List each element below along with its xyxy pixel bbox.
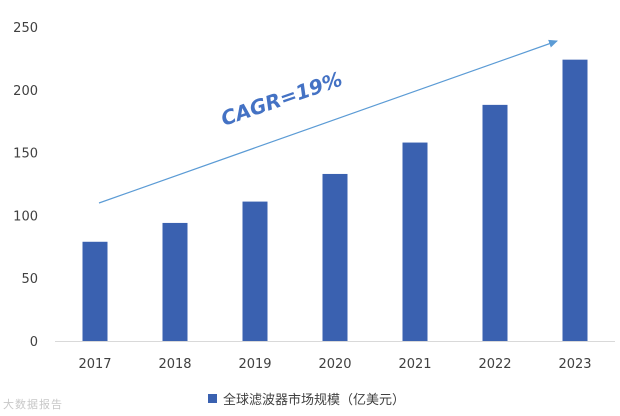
legend-label: 全球滤波器市场规模（亿美元） xyxy=(223,392,406,408)
y-tick-label: 150 xyxy=(13,147,38,162)
bar-2020 xyxy=(322,173,348,341)
legend-swatch xyxy=(208,393,217,403)
y-tick-label: 100 xyxy=(13,209,38,224)
x-tick-label: 2021 xyxy=(398,357,431,372)
bar-2018 xyxy=(162,222,188,341)
x-tick-label: 2020 xyxy=(318,357,351,372)
watermark-text: 大数据报告 xyxy=(3,398,63,411)
cagr-trend-arrow xyxy=(98,39,558,204)
bars xyxy=(82,59,588,341)
y-tick-label: 0 xyxy=(30,335,38,350)
cagr-annotation: CAGR=19% xyxy=(218,67,346,131)
bar-2019 xyxy=(242,201,268,341)
bar-2022 xyxy=(482,104,508,341)
bar-2021 xyxy=(402,142,428,341)
y-tick-label: 250 xyxy=(13,21,38,36)
y-tick-label: 50 xyxy=(21,272,38,287)
bar-2023 xyxy=(562,59,588,341)
legend: 全球滤波器市场规模（亿美元） xyxy=(208,388,405,408)
x-axis-ticks: 2017 2018 2019 2020 2021 2022 2023 xyxy=(78,357,591,372)
y-tick-label: 200 xyxy=(13,84,38,99)
x-tick-label: 2017 xyxy=(78,357,111,372)
y-axis-ticks: 0 50 100 150 200 250 xyxy=(13,21,38,350)
x-tick-label: 2019 xyxy=(238,357,271,372)
x-tick-label: 2018 xyxy=(158,357,191,372)
x-tick-label: 2023 xyxy=(558,357,591,372)
x-tick-label: 2022 xyxy=(478,357,511,372)
bar-2017 xyxy=(82,241,108,341)
